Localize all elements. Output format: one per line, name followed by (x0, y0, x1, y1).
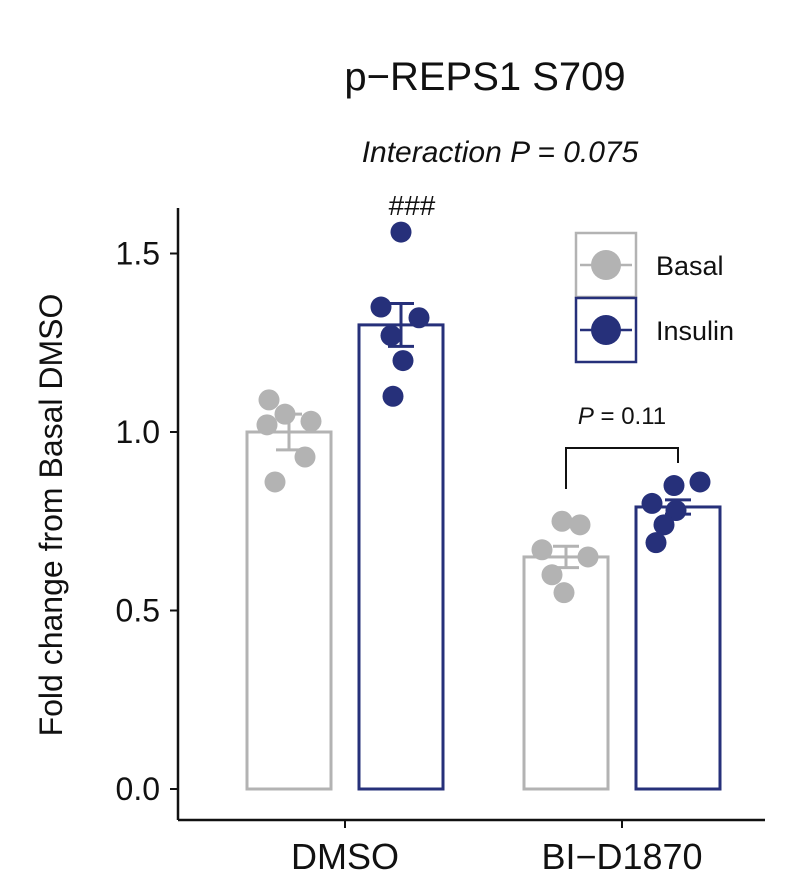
data-point-basal (264, 471, 286, 493)
bar-basal (245, 430, 333, 791)
data-point-basal (531, 539, 553, 561)
data-point-basal (274, 403, 296, 425)
legend-label: Insulin (656, 316, 734, 346)
y-axis-label: Fold change from Basal DMSO (33, 294, 69, 737)
x-tick-label: BI−D1870 (541, 836, 702, 877)
chart-subtitle: Interaction P = 0.075 (362, 136, 639, 169)
data-point-insulin (641, 492, 663, 514)
y-tick-label: 1.0 (116, 414, 160, 450)
legend-key-dot (591, 315, 621, 345)
data-points (256, 221, 711, 604)
data-point-insulin (370, 296, 392, 318)
y-tick-label: 0.0 (116, 771, 160, 807)
significance-marker: ### (389, 190, 436, 221)
legend-key-box (574, 296, 638, 364)
data-point-insulin (392, 350, 414, 372)
pvalue-annotation: P = 0.11 (578, 403, 666, 430)
comparison-bracket (565, 447, 679, 489)
data-point-insulin (408, 307, 430, 329)
y-tick-label: 0.5 (116, 593, 160, 629)
bars (245, 323, 722, 791)
error-bars (276, 301, 691, 570)
x-ticks: DMSO BI−D1870 (291, 820, 703, 877)
data-point-insulin (653, 514, 675, 536)
y-tick-label: 1.5 (116, 236, 160, 272)
data-point-basal (258, 389, 280, 411)
data-point-insulin (665, 500, 687, 522)
pvalue-rest: = 0.11 (594, 403, 666, 430)
legend-label: Basal (656, 251, 724, 281)
data-point-insulin (645, 532, 667, 554)
data-point-basal (553, 582, 575, 604)
data-point-basal (256, 414, 278, 436)
data-point-basal (551, 510, 573, 532)
y-ticks: 0.0 0.5 1.0 1.5 (116, 236, 178, 807)
data-point-basal (300, 410, 322, 432)
data-point-basal (569, 514, 591, 536)
x-tick-label: DMSO (291, 836, 399, 877)
chart-titles: p−REPS1 S709 Interaction P = 0.075 (344, 55, 638, 169)
data-point-insulin (380, 325, 402, 347)
annotations: ### P = 0.11 (389, 190, 679, 489)
data-point-basal (294, 446, 316, 468)
legend-key-dot (591, 250, 621, 280)
data-point-basal (577, 546, 599, 568)
data-point-basal (541, 564, 563, 586)
data-point-insulin (390, 221, 412, 243)
data-point-insulin (689, 471, 711, 493)
pvalue-italic-p: P (578, 403, 594, 430)
chart-title: p−REPS1 S709 (344, 55, 625, 99)
data-point-insulin (382, 385, 404, 407)
legend: Basal Insulin (574, 231, 734, 364)
axes (176, 208, 765, 822)
data-point-insulin (663, 475, 685, 497)
